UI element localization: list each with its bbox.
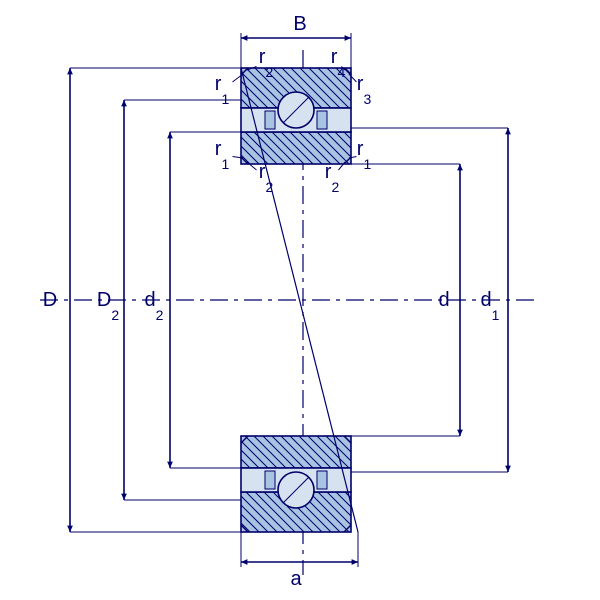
- svg-text:r3: r3: [357, 73, 372, 107]
- bearing-diagram: Br2r4r1r3r1r1r2r2DD2d2dd1a: [0, 0, 600, 600]
- svg-text:D: D: [43, 289, 57, 311]
- svg-text:r1: r1: [215, 138, 230, 172]
- svg-text:r1: r1: [215, 73, 230, 107]
- svg-text:a: a: [290, 568, 302, 590]
- svg-text:r1: r1: [357, 138, 372, 172]
- svg-text:d1: d1: [481, 289, 500, 323]
- svg-text:D2: D2: [97, 289, 119, 323]
- svg-text:B: B: [293, 13, 306, 35]
- svg-text:d2: d2: [145, 289, 164, 323]
- svg-text:d: d: [438, 289, 449, 311]
- svg-text:r2: r2: [325, 161, 340, 195]
